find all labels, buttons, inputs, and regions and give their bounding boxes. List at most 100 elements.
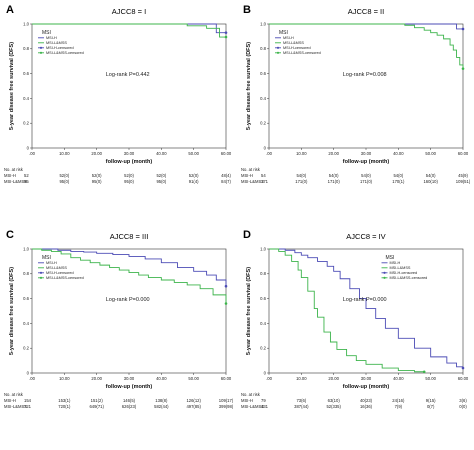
km-curve-msi-l-mss: [269, 248, 425, 373]
risk-cell: 45(9): [458, 173, 468, 178]
censor-marker: [224, 31, 228, 34]
logrank-pvalue: Log-rank P=0.000: [106, 297, 150, 303]
risk-cell: 160(10): [423, 179, 438, 184]
chart-title: AJCC8 = II: [348, 7, 384, 16]
risk-cell: 52(335): [326, 404, 341, 409]
x-tick-label: 10.00: [296, 376, 307, 381]
y-tick-label: 0.8: [23, 46, 29, 51]
y-tick-label: 0: [27, 145, 30, 150]
y-tick-label: 1.0: [23, 246, 29, 251]
legend-entry: MSI-L&MSS: [390, 266, 411, 270]
y-tick-label: 0.2: [260, 346, 266, 351]
risk-cell: 52(0): [189, 173, 199, 178]
x-tick-label: 60.00: [221, 376, 232, 381]
risk-cell: 52(0): [92, 173, 102, 178]
risk-cell: 95(0): [156, 179, 166, 184]
risk-cell: 91(4): [189, 179, 199, 184]
x-tick-label: 50.00: [425, 151, 436, 156]
risk-row-label: MSI-H: [241, 398, 253, 403]
legend-censor-marker: [39, 276, 43, 279]
x-tick-label: 10.00: [59, 151, 70, 156]
risk-cell: 3(6): [459, 398, 467, 403]
x-tick-label: 40.00: [156, 151, 167, 156]
censor-marker: [224, 302, 228, 305]
legend-title: MSI: [42, 30, 51, 36]
risk-cell: 171(0): [328, 179, 341, 184]
x-tick-label: .00: [266, 151, 272, 156]
risk-cell: 582(44): [154, 404, 169, 409]
censor-marker: [224, 35, 228, 39]
km-curve-msi-l-mss: [269, 23, 464, 69]
risk-cell: 0(0): [459, 404, 467, 409]
panel-c: C AJCC8 = III 0 0.2 0.4 0.6 0.8 1.0 .00 10.00 20.0…: [0, 225, 237, 450]
risk-cell: 95(0): [59, 179, 69, 184]
legend-title: MSI: [42, 255, 51, 261]
x-tick-label: 30.00: [124, 376, 135, 381]
legend-entry: MSI-H: [46, 36, 57, 40]
chart-title: AJCC8 = IV: [346, 232, 385, 241]
km-curve-msi-h: [32, 248, 227, 287]
y-tick-label: 0.4: [23, 96, 29, 101]
risk-cell: 52(0): [59, 173, 69, 178]
y-tick-label: 0.2: [23, 121, 29, 126]
legend-title: MSI: [279, 30, 288, 36]
censor-marker: [224, 284, 228, 288]
risk-row-total: 721: [24, 404, 32, 409]
risk-cell: 84(7): [221, 179, 231, 184]
logrank-pvalue: Log-rank P=0.442: [106, 72, 150, 78]
risk-cell: 54(0): [296, 173, 306, 178]
risk-cell: 54(0): [329, 173, 339, 178]
risk-row-label: MSI-H: [4, 173, 16, 178]
y-tick-label: 0: [264, 370, 267, 375]
panel-d: D AJCC8 = IV 0 0.2 0.4 0.6 0.8 1.0 .00 10.00 20.00…: [237, 225, 474, 450]
risk-cell: 16(36): [360, 404, 373, 409]
risk-cell: 399(98): [219, 404, 234, 409]
risk-cell: 48(4): [221, 173, 231, 178]
y-tick-label: 0.6: [23, 296, 29, 301]
risk-cell: 170(1): [392, 179, 405, 184]
legend-entry: MSI-H-censored: [46, 46, 74, 50]
risk-cell: 626(23): [122, 404, 137, 409]
y-tick-label: 0.2: [260, 121, 266, 126]
risk-row-total: 431: [261, 404, 269, 409]
x-tick-label: 20.00: [328, 151, 339, 156]
km-curve-msi-l-mss: [32, 23, 226, 38]
legend-entry: MSI-L&MSS-censored: [390, 276, 428, 280]
risk-cell: 171(0): [295, 179, 308, 184]
y-tick-label: 1.0: [260, 21, 266, 26]
risk-cell: 387(44): [294, 404, 309, 409]
risk-cell: 73(6): [296, 398, 306, 403]
x-tick-label: 60.00: [458, 151, 469, 156]
risk-row-total: 95: [24, 179, 29, 184]
y-tick-label: 0.4: [23, 321, 29, 326]
km-chart-b: B AJCC8 = II 0 0.2 0.4 0.6 0.8 1.0 .00 10.00 20.00…: [241, 4, 471, 184]
x-tick-label: 40.00: [393, 376, 404, 381]
legend-title: MSI: [386, 255, 395, 261]
risk-cell: 9(15): [426, 398, 436, 403]
x-tick-label: .00: [29, 151, 35, 156]
y-tick-label: 0.6: [260, 71, 266, 76]
risk-cell: 171(0): [360, 179, 373, 184]
x-tick-label: 30.00: [124, 151, 135, 156]
x-tick-label: .00: [29, 376, 35, 381]
risk-cell: 63(10): [328, 398, 341, 403]
x-axis-label: follow-up (month): [343, 159, 390, 165]
risk-cell: 54(0): [361, 173, 371, 178]
risk-cell: 146(5): [123, 398, 136, 403]
legend-entry: MSI-L&MSS: [283, 41, 304, 45]
legend-entry: MSI-L&MSS: [46, 41, 67, 45]
y-axis-label: 5-year disease free survival (DFS): [246, 42, 252, 130]
x-tick-label: .00: [266, 376, 272, 381]
panel-label: A: [6, 4, 14, 16]
legend-entry: MSI-L&MSS-censored: [46, 276, 84, 280]
legend-entry: MSI-H-censored: [46, 271, 74, 275]
censor-marker: [461, 366, 465, 370]
legend-entry: MSI-L&MSS-censored: [283, 51, 321, 55]
risk-cell: 40(23): [360, 398, 373, 403]
legend-censor-marker: [383, 276, 386, 279]
x-tick-label: 50.00: [188, 376, 199, 381]
km-curve-msi-h: [269, 23, 463, 30]
km-chart-a: A AJCC8 = I 0 0.2 0.4 0.6 0.8 1.0 .00 10.00 20.00 3…: [4, 4, 232, 184]
y-tick-label: 0.8: [260, 46, 266, 51]
censor-marker: [461, 67, 465, 70]
